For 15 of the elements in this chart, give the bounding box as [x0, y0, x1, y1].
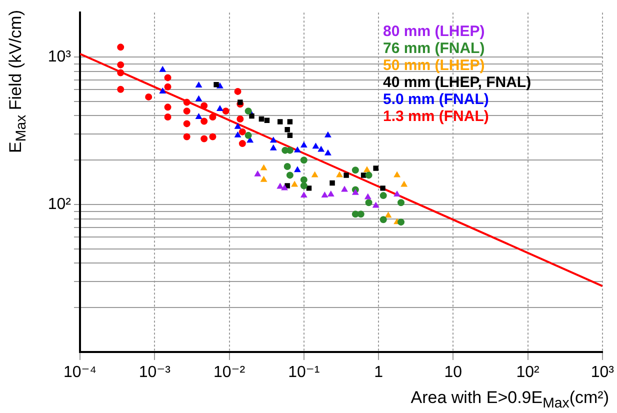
x-tick-label: 10⁻¹ [288, 364, 320, 382]
x-axis-title: Area with E>0.9E$_{Max}$(cm²) [410, 388, 609, 411]
text: 5.0 mm (FNAL) [383, 91, 489, 108]
x-tick-label: 10² [516, 364, 540, 382]
x-tick-label: 10 [444, 364, 462, 382]
text: 1.3 mm (FNAL) [383, 108, 489, 126]
text: 76 mm (FNAL) [383, 40, 485, 58]
x-tick-label: 10⁻² [213, 364, 246, 382]
x-tick-label: 1 [374, 364, 384, 382]
x-tick-label: 10⁻⁴ [63, 364, 97, 382]
x-tick-label: 10³ [590, 364, 615, 382]
text: 40 mm (LHEP, FNAL) [383, 74, 532, 92]
text: 80 mm (LHEP) [383, 23, 485, 40]
text: 50 mm (LHEP) [383, 57, 485, 74]
x-tick-label: 10⁻³ [138, 364, 172, 382]
